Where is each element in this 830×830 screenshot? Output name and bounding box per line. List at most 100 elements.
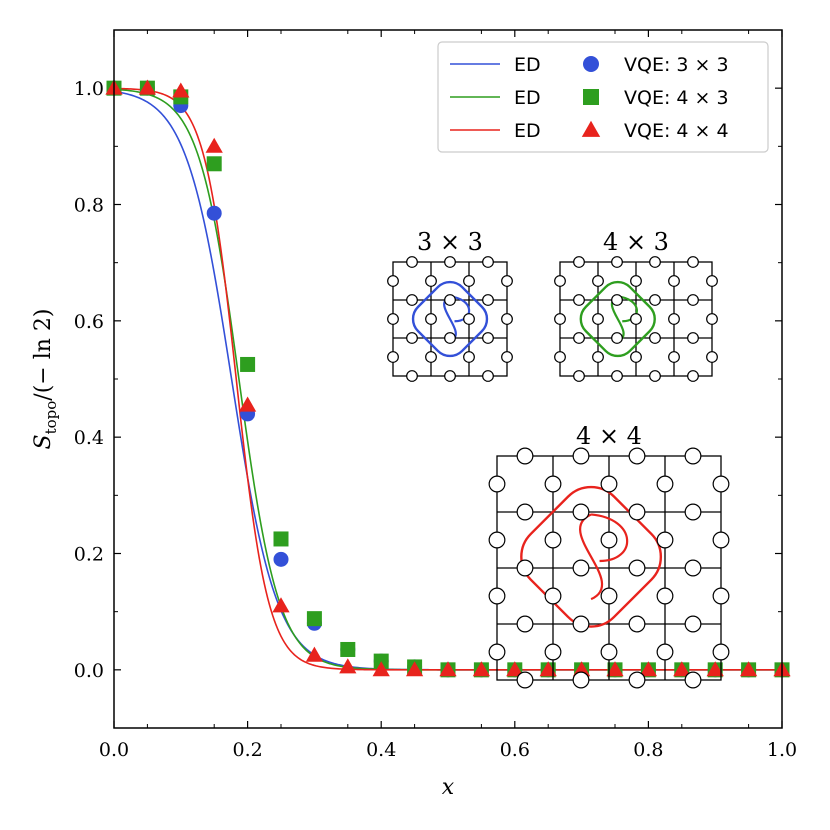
legend-marker-label: VQE: 4 × 3 (624, 87, 729, 109)
inset-4x3-qubit (611, 294, 623, 306)
inset-4x4-qubit (712, 587, 730, 605)
vqe-point-triangle (138, 79, 157, 95)
inset-4x3-qubit (630, 351, 642, 363)
inset-4x3-qubit (706, 351, 718, 363)
y-axis-label: Stopo/(− ln 2) (31, 309, 60, 450)
inset-4x3-qubit (573, 294, 585, 306)
vqe-point-square (273, 531, 289, 547)
tick-labels: 0.0 0.2 0.4 0.6 0.8 1.0 0.0 0.2 0.4 0.6 0.8 1.0 (74, 78, 797, 761)
inset-4x3: 4 × 3 (554, 228, 718, 382)
inset-3x3-title: 3 × 3 (417, 228, 483, 256)
inset-4x4-qubit (628, 503, 646, 521)
inset-4x4-qubit (572, 615, 590, 633)
inset-4x4-qubit (628, 615, 646, 633)
inset-4x4-qubit (600, 643, 618, 661)
inset-4x3-qubit (554, 351, 566, 363)
inset-3x3-qubit (501, 275, 513, 287)
inset-3x3-outer-loop (411, 280, 489, 358)
inset-4x3-qubit (687, 332, 699, 344)
inset-3x3-qubit (406, 294, 418, 306)
inset-4x3-qubit (706, 313, 718, 325)
inset-4x4-qubit (544, 475, 562, 493)
legend-box (437, 41, 769, 153)
inset-4x3-qubit (611, 370, 623, 382)
inset-3x3-qubit (406, 370, 418, 382)
legend: ED VQE: 3 × 3 ED VQE: 4 × 3 ED VQE: 4 × 4 (437, 41, 769, 153)
x-tick-label: 0.4 (366, 739, 396, 761)
legend-line-label: ED (514, 54, 541, 76)
inset-4x4-qubit (684, 615, 702, 633)
y-tick-label: 1.0 (74, 78, 104, 100)
inset-3x3-qubit (482, 370, 494, 382)
plot-frame (113, 29, 783, 729)
vqe-point-triangle (472, 661, 491, 677)
inset-4x4-qubit (516, 615, 534, 633)
vqe-point-triangle (405, 661, 424, 677)
vqe-point-triangle (339, 658, 357, 674)
legend-marker-swatch (583, 89, 599, 105)
inset-4x3-qubit (573, 256, 585, 268)
inset-4x4-qubit (544, 643, 562, 661)
vqe-point-triangle (205, 137, 223, 153)
inset-3x3-qubit (444, 294, 456, 306)
inset-4x4-qubit (600, 587, 618, 605)
inset-3x3-qubit (463, 313, 475, 325)
inset-4x3-qubit (630, 313, 642, 325)
inset-4x3-qubit (687, 294, 699, 306)
inset-3x3-qubit (501, 351, 513, 363)
inset-4x3-qubit (706, 275, 718, 287)
inset-3x3-qubit (444, 256, 456, 268)
inset-3x3-qubit (463, 275, 475, 287)
x-axis-label: x (442, 775, 455, 800)
inset-4x3-qubit (668, 313, 680, 325)
inset-4x4-title: 4 × 4 (576, 422, 642, 450)
inset-4x3-qubit (687, 370, 699, 382)
inset-4x4-qubit (712, 475, 730, 493)
inset-4x4-qubit (628, 559, 646, 577)
vqe-point-triangle (506, 661, 524, 677)
inset-3x3-qubit (425, 275, 437, 287)
inset-4x3-qubit (687, 256, 699, 268)
inset-4x4-qubit (656, 587, 674, 605)
vqe-point-square (340, 641, 356, 657)
inset-4x4-qubit (544, 587, 562, 605)
inset-4x4-qubit (572, 447, 590, 465)
inset-4x3-qubit (592, 313, 604, 325)
legend-line-label: ED (514, 120, 541, 142)
x-tick-label: 0.6 (500, 739, 530, 761)
vqe-point-square (240, 356, 256, 372)
vqe-point-circle (273, 551, 289, 567)
vqe-point-triangle (606, 661, 624, 677)
lattice-insets: 3 × 3 4 × 3 4 × 4 (387, 228, 730, 689)
inset-3x3-qubit (425, 351, 437, 363)
x-tick-label: 1.0 (767, 739, 797, 761)
vqe-point-triangle (439, 661, 457, 677)
legend-marker-swatch (583, 56, 599, 72)
inset-3x3-qubit (482, 332, 494, 344)
inset-4x4-inner-loop (578, 513, 629, 601)
inset-4x4-qubit (684, 671, 702, 689)
inset-4x4-qubit (628, 447, 646, 465)
inset-3x3-qubit (425, 313, 437, 325)
inset-4x4-qubit (656, 531, 674, 549)
x-tick-label: 0.8 (633, 739, 663, 761)
x-tick-label: 0.2 (232, 739, 262, 761)
inset-4x4-qubit (656, 475, 674, 493)
vqe-point-triangle (673, 661, 691, 677)
inset-4x4-qubit (488, 587, 506, 605)
inset-3x3-qubit (387, 313, 399, 325)
inset-4x4-qubit (656, 643, 674, 661)
inset-4x4-qubit (572, 671, 590, 689)
legend-marker-label: VQE: 4 × 4 (624, 120, 729, 142)
inset-3x3-qubit (387, 351, 399, 363)
y-tick-label: 0.6 (74, 311, 104, 333)
inset-3x3-qubit (501, 313, 513, 325)
inset-4x3-qubit (592, 351, 604, 363)
inset-4x3-qubit (649, 294, 661, 306)
inset-4x4-qubit (684, 447, 702, 465)
vqe-point-triangle (739, 661, 758, 677)
inset-4x4-qubit (600, 531, 618, 549)
inset-3x3-qubit (444, 332, 456, 344)
vqe-point-square (306, 611, 322, 627)
inset-4x3-qubit (592, 275, 604, 287)
